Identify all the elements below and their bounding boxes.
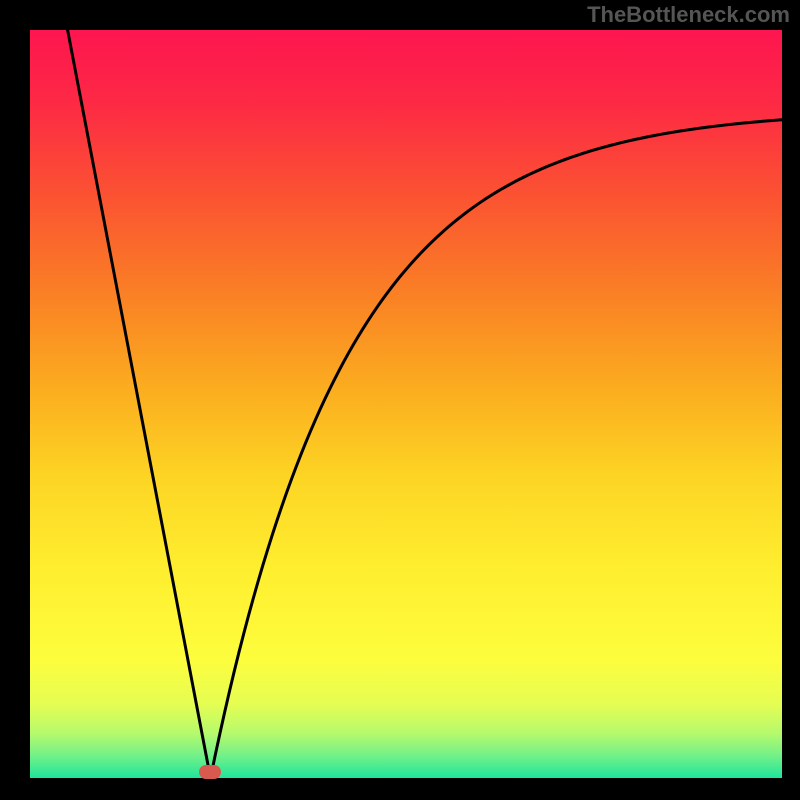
plot-area (30, 30, 782, 778)
bottleneck-curve (30, 30, 782, 778)
watermark-text: TheBottleneck.com (587, 2, 790, 28)
vertex-marker (199, 765, 221, 779)
chart-frame: TheBottleneck.com (0, 0, 800, 800)
